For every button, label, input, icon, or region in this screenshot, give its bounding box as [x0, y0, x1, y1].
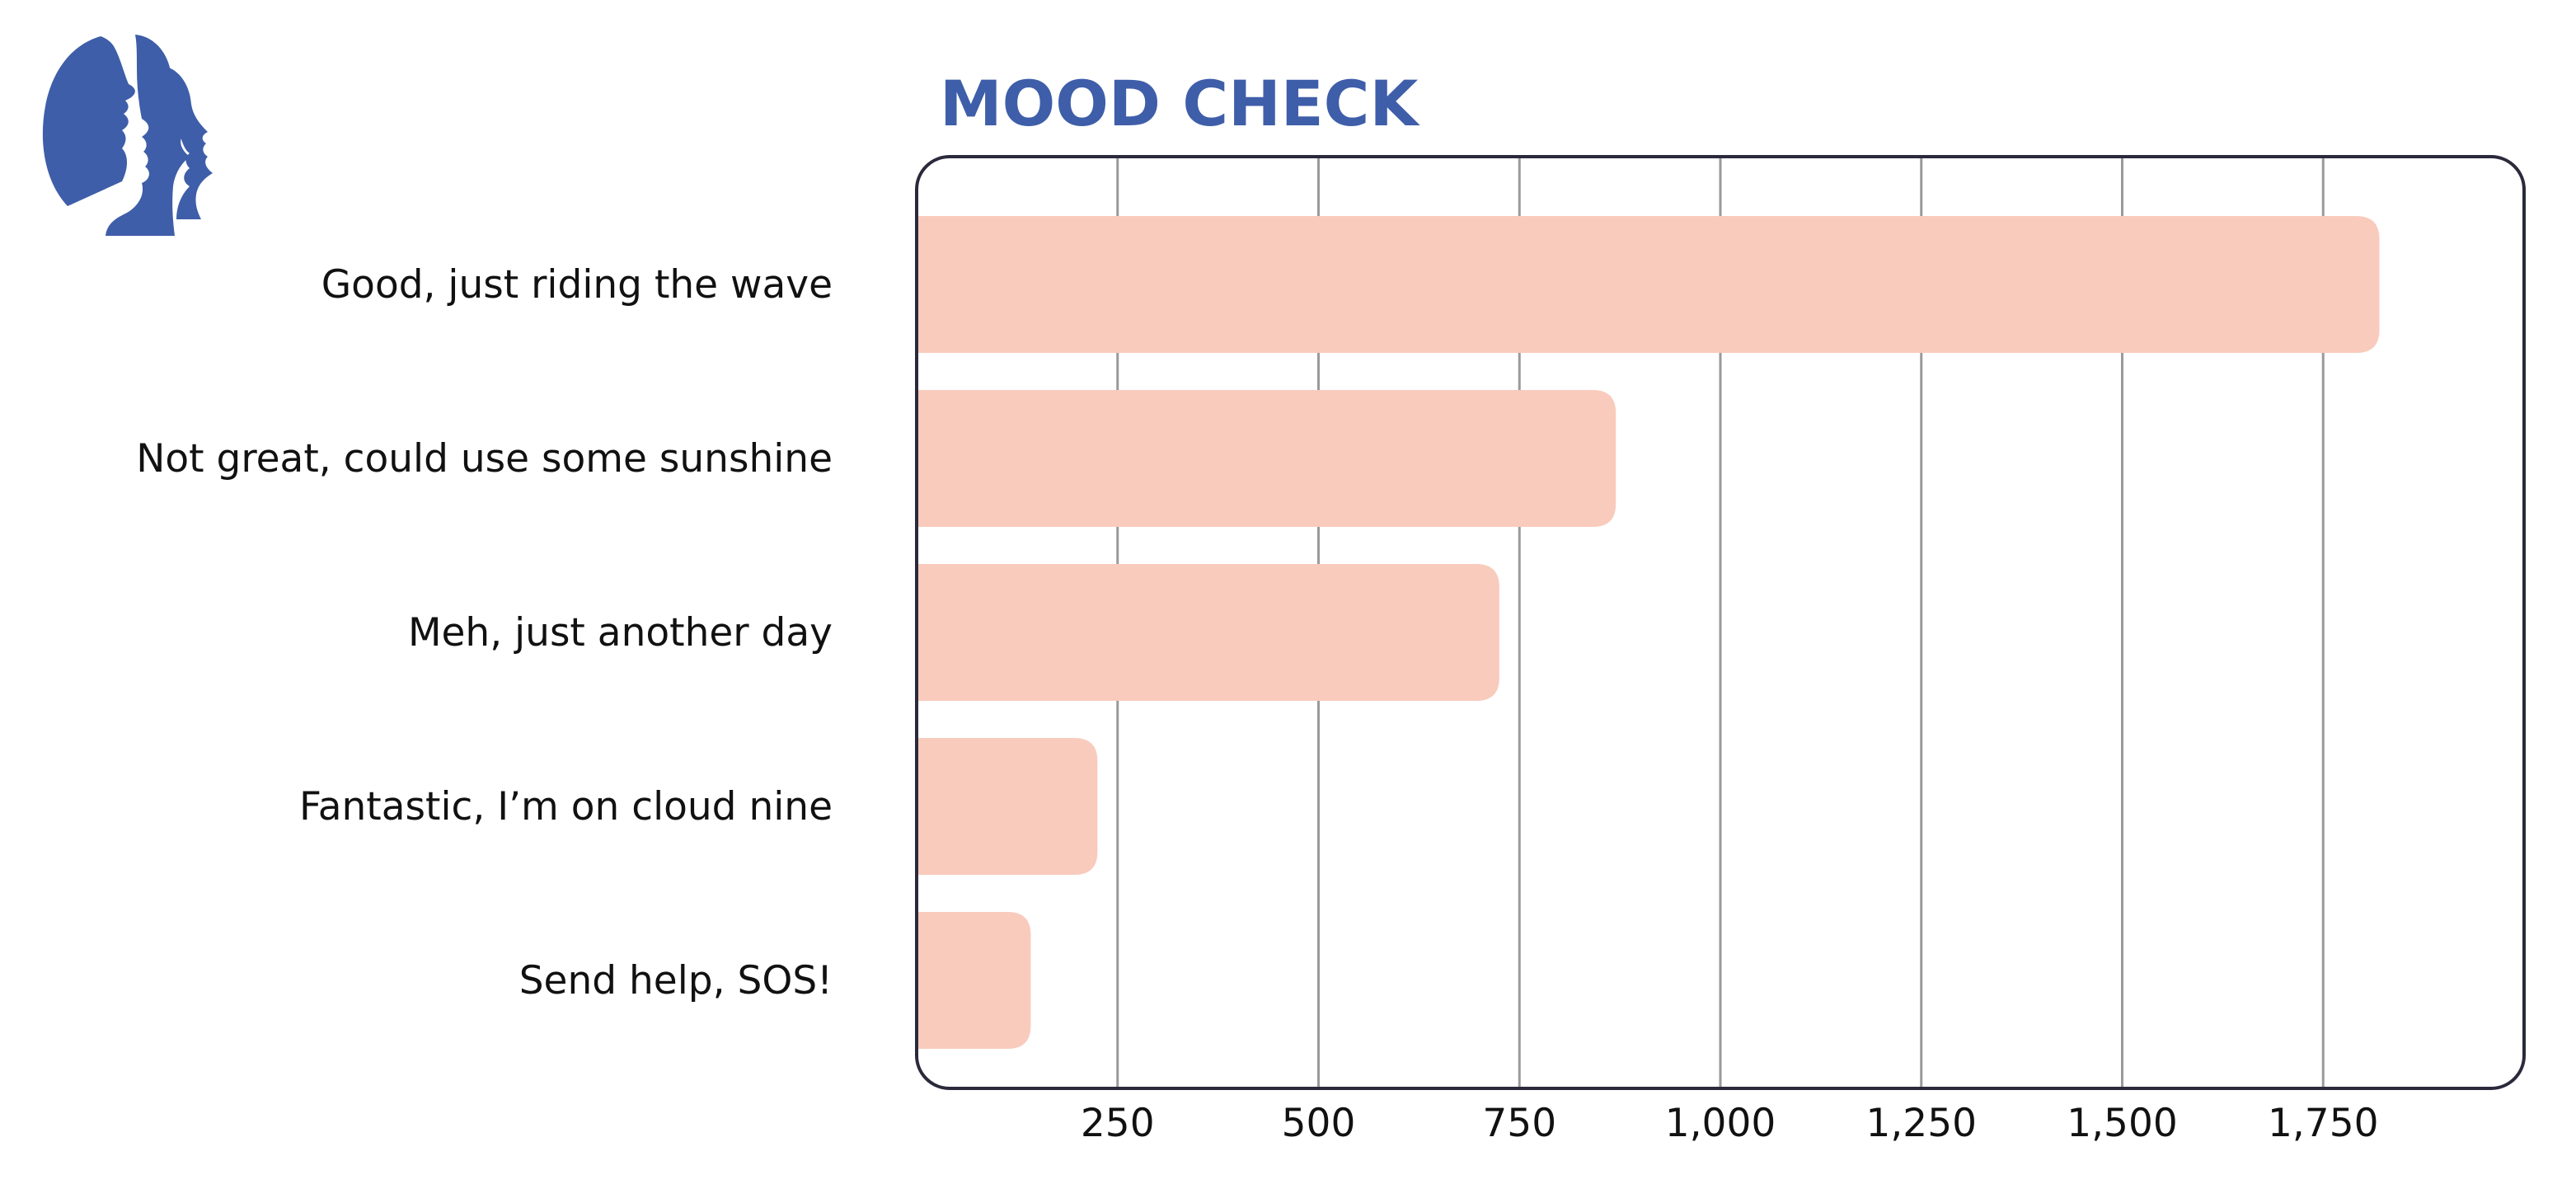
x-tick-label: 1,750 [2268, 1101, 2379, 1146]
bar-1 [917, 216, 2380, 353]
bar-4 [917, 738, 1098, 875]
bar-3 [917, 564, 1499, 701]
faces-profile-logo-icon [42, 35, 213, 236]
x-tick-label: 1,000 [1665, 1101, 1776, 1146]
plot-frame [915, 155, 2526, 1090]
bar-2 [917, 390, 1616, 527]
category-label: Send help, SOS! [519, 958, 833, 1003]
category-label: Meh, just another day [408, 610, 833, 656]
category-label: Not great, could use some sunshine [136, 436, 833, 482]
x-tick-label: 1,500 [2067, 1101, 2178, 1146]
chart-title: MOOD CHECK [940, 67, 1420, 140]
category-label: Fantastic, I’m on cloud nine [299, 784, 833, 829]
bar-5 [917, 912, 1031, 1049]
x-tick-label: 250 [1081, 1101, 1155, 1146]
x-tick-label: 500 [1282, 1101, 1356, 1146]
logo-face-front [160, 66, 213, 219]
logo-face-back [42, 36, 135, 206]
category-label: Good, just riding the wave [321, 262, 833, 308]
x-tick-label: 750 [1482, 1101, 1556, 1146]
x-tick-label: 1,250 [1865, 1101, 1977, 1146]
